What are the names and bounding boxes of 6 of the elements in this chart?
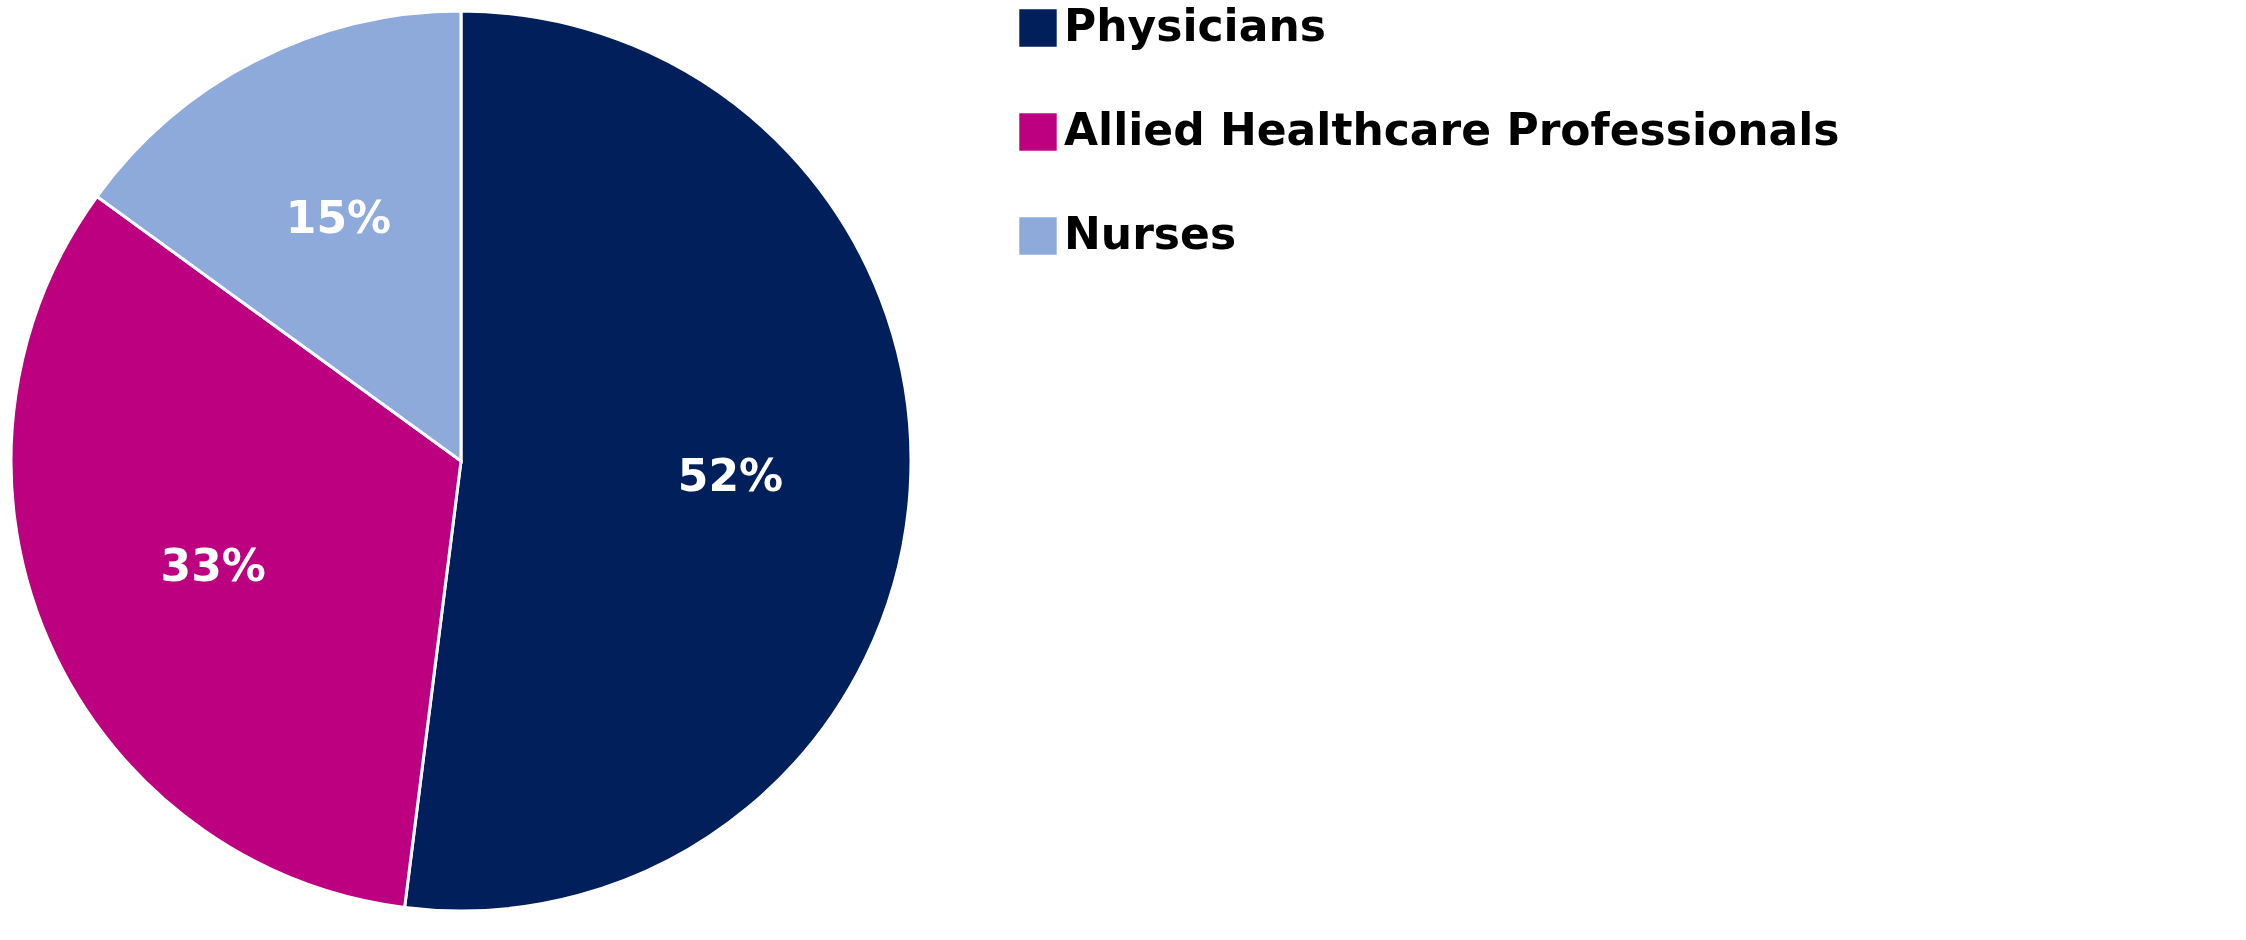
legend-label: Physicians bbox=[1064, 0, 1326, 51]
legend-label: Nurses bbox=[1064, 208, 1237, 259]
data-label: 15% bbox=[285, 192, 392, 244]
data-label: 33% bbox=[160, 540, 266, 592]
legend-label: Allied Healthcare Professionals bbox=[1064, 104, 1840, 155]
data-label: 52% bbox=[677, 449, 784, 501]
